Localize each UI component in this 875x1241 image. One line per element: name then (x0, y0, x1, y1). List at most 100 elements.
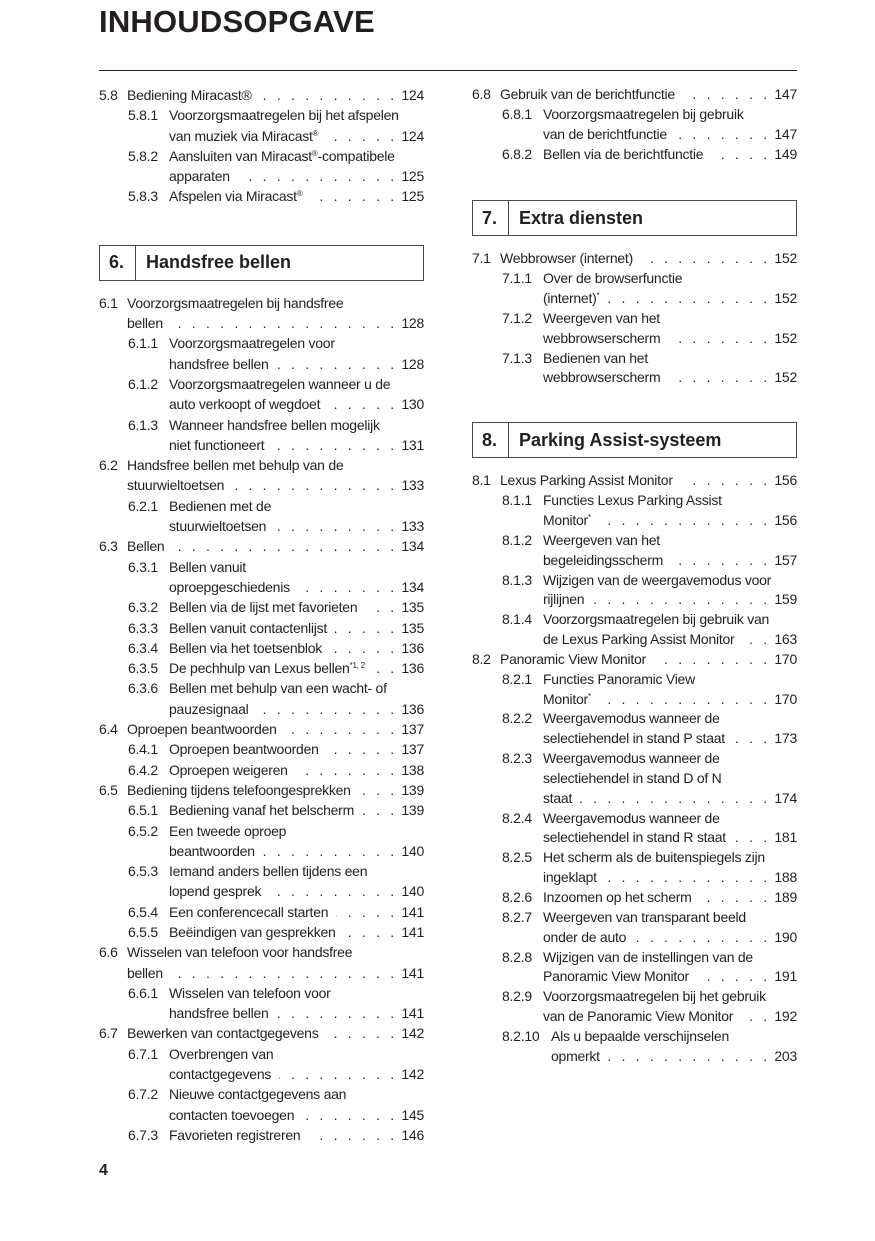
toc-entry[interactable]: 7.1.1 Over de browserfunctie (internet)* 15… (472, 269, 797, 309)
page-reference[interactable]: 188 (774, 869, 797, 886)
page-reference[interactable]: 156 (774, 472, 797, 489)
toc-entry[interactable]: 5.8.2 Aansluiten van Miracast®-compatibel… (99, 146, 424, 187)
toc-entry[interactable]: 6.4.2 Oproepen weigeren 138 (99, 760, 424, 780)
toc-entry[interactable]: 6.3.4 Bellen via het toetsenblok 136 (99, 638, 424, 658)
toc-entry[interactable]: 5.8.1 Voorzorgsmaatregelen bij het afspel… (99, 105, 424, 146)
toc-entry[interactable]: 6.6.1 Wisselen van telefoon voor handsfree… (99, 983, 424, 1024)
toc-entry[interactable]: 8.1.1 Functies Lexus Parking Assist Monito… (472, 491, 797, 531)
page-reference[interactable]: 136 (401, 700, 424, 717)
page-reference[interactable]: 134 (401, 538, 424, 555)
toc-entry[interactable]: 6.5.2 Een tweede oproep beantwoorden 140 (99, 821, 424, 862)
toc-entry[interactable]: 6.4 Oproepen beantwoorden 137 (99, 719, 424, 739)
toc-entry[interactable]: 6.3 Bellen 134 (99, 536, 424, 556)
toc-entry[interactable]: 8.2.4 Weergavemodus wanneer de selectiehen… (472, 809, 797, 849)
page-reference[interactable]: 135 (401, 619, 424, 636)
toc-entry[interactable]: 7.1 Webbrowser (internet) 152 (472, 249, 797, 269)
page-reference[interactable]: 203 (774, 1047, 797, 1064)
toc-entry[interactable]: 6.2 Handsfree bellen met behulp van de stu… (99, 455, 424, 496)
page-reference[interactable]: 145 (401, 1106, 424, 1123)
page-reference[interactable]: 133 (401, 477, 424, 494)
toc-entry[interactable]: 8.2.10 Als u bepaalde verschijnselen opmer… (472, 1027, 797, 1067)
page-reference[interactable]: 191 (774, 968, 797, 985)
page-reference[interactable]: 142 (401, 1066, 424, 1083)
toc-entry[interactable]: 6.3.5 De pechhulp van Lexus bellen*1, 2 13… (99, 658, 424, 678)
page-reference[interactable]: 136 (401, 660, 424, 677)
page-reference[interactable]: 174 (774, 789, 797, 806)
toc-entry[interactable]: 6.3.3 Bellen vanuit contactenlijst 135 (99, 618, 424, 638)
toc-entry[interactable]: 6.1.3 Wanneer handsfree bellen mogelijk ni… (99, 415, 424, 456)
toc-entry[interactable]: 7.1.3 Bedienen van het webbrowserscherm 152 (472, 349, 797, 389)
page-reference[interactable]: 189 (774, 889, 797, 905)
toc-entry[interactable]: 6.5.1 Bediening vanaf het belscherm 139 (99, 800, 424, 820)
page-reference[interactable]: 133 (401, 518, 424, 535)
toc-entry[interactable]: 8.2.1 Functies Panoramic View Monitor* 170 (472, 670, 797, 710)
toc-entry[interactable]: 6.7.3 Favorieten registreren 146 (99, 1125, 424, 1145)
toc-entry[interactable]: 6.8.2 Bellen via de berichtfunctie 149 (472, 145, 797, 165)
page-reference[interactable]: 149 (774, 145, 797, 162)
page-reference[interactable]: 135 (401, 599, 424, 616)
toc-entry[interactable]: 8.2.5 Het scherm als de buitenspiegels zi… (472, 848, 797, 888)
toc-entry[interactable]: 6.3.2 Bellen via de lijst met favorieten 1… (99, 597, 424, 617)
toc-entry[interactable]: 5.8 Bediening Miracast® 124 (99, 85, 424, 105)
page-reference[interactable]: 152 (774, 369, 797, 386)
toc-entry[interactable]: 8.1.4 Voorzorgsmaatregelen bij gebruik va… (472, 610, 797, 650)
toc-entry[interactable]: 6.7.2 Nieuwe contactgegevens aan contacten… (99, 1084, 424, 1125)
toc-entry[interactable]: 6.5.3 Iemand anders bellen tijdens een lop… (99, 861, 424, 902)
toc-entry[interactable]: 6.5.5 Beëindigen van gesprekken 141 (99, 922, 424, 942)
toc-entry[interactable]: 6.8 Gebruik van de berichtfunctie 147 (472, 85, 797, 105)
toc-entry[interactable]: 5.8.3 Afspelen via Miracast® 125 (99, 186, 424, 206)
page-reference[interactable]: 156 (774, 511, 797, 528)
page-reference[interactable]: 147 (774, 86, 797, 102)
page-reference[interactable]: 138 (401, 761, 424, 778)
page-reference[interactable]: 130 (401, 396, 424, 413)
page-reference[interactable]: 142 (401, 1025, 424, 1042)
page-reference[interactable]: 139 (401, 802, 424, 819)
toc-entry[interactable]: 8.2 Panoramic View Monitor 170 (472, 650, 797, 670)
page-reference[interactable]: 159 (774, 591, 797, 608)
page-reference[interactable]: 170 (774, 690, 797, 707)
page-reference[interactable]: 190 (774, 928, 797, 945)
page-reference[interactable]: 140 (401, 883, 424, 900)
toc-entry[interactable]: 6.8.1 Voorzorgsmaatregelen bij gebruik van… (472, 105, 797, 145)
toc-entry[interactable]: 6.7.1 Overbrengen van contactgegevens 142 (99, 1044, 424, 1085)
page-reference[interactable]: 139 (401, 781, 424, 798)
toc-entry[interactable]: 6.4.1 Oproepen beantwoorden 137 (99, 739, 424, 759)
page-reference[interactable]: 124 (401, 127, 424, 144)
toc-entry[interactable]: 6.2.1 Bedienen met de stuurwieltoetsen 133 (99, 496, 424, 537)
page-reference[interactable]: 141 (401, 964, 424, 981)
toc-entry[interactable]: 8.2.7 Weergeven van transparant beeld onde… (472, 908, 797, 948)
toc-entry[interactable]: 8.1.3 Wijzigen van de weergavemodus voor r… (472, 571, 797, 611)
toc-entry[interactable]: 6.3.6 Bellen met behulp van een wacht- of… (99, 678, 424, 719)
page-reference[interactable]: 192 (774, 1008, 797, 1025)
page-reference[interactable]: 124 (401, 87, 424, 103)
page-reference[interactable]: 140 (401, 842, 424, 859)
toc-entry[interactable]: 6.6 Wisselen van telefoon voor handsfree b… (99, 942, 424, 983)
toc-entry[interactable]: 8.2.2 Weergavemodus wanneer de selectiehen… (472, 709, 797, 749)
page-reference[interactable]: 134 (401, 578, 424, 595)
page-reference[interactable]: 128 (401, 355, 424, 372)
page-reference[interactable]: 137 (401, 741, 424, 758)
page-reference[interactable]: 152 (774, 250, 797, 267)
toc-entry[interactable]: 8.1.2 Weergeven van het begeleidingsscherm… (472, 531, 797, 571)
page-reference[interactable]: 146 (401, 1126, 424, 1143)
toc-entry[interactable]: 8.1 Lexus Parking Assist Monitor 156 (472, 471, 797, 491)
toc-entry[interactable]: 6.5.4 Een conferencecall starten 141 (99, 902, 424, 922)
toc-entry[interactable]: 8.2.9 Voorzorgsmaatregelen bij het gebrui… (472, 987, 797, 1027)
toc-entry[interactable]: 8.2.6 Inzoomen op het scherm 189 (472, 888, 797, 908)
toc-entry[interactable]: 8.2.3 Weergavemodus wanneer de selectiehen… (472, 749, 797, 809)
page-reference[interactable]: 147 (774, 125, 797, 142)
toc-entry[interactable]: 6.1.1 Voorzorgsmaatregelen voor handsfree … (99, 333, 424, 374)
page-reference[interactable]: 136 (401, 639, 424, 656)
page-reference[interactable]: 152 (774, 329, 797, 346)
page-reference[interactable]: 125 (401, 168, 424, 185)
page-reference[interactable]: 163 (774, 631, 797, 648)
page-reference[interactable]: 137 (401, 721, 424, 738)
page-reference[interactable]: 141 (401, 1005, 424, 1022)
page-reference[interactable]: 125 (401, 188, 424, 205)
toc-entry[interactable]: 6.1.2 Voorzorgsmaatregelen wanneer u de au… (99, 374, 424, 415)
toc-entry[interactable]: 6.3.1 Bellen vanuit oproepgeschiedenis 134 (99, 557, 424, 598)
page-reference[interactable]: 131 (401, 436, 424, 453)
toc-entry[interactable]: 7.1.2 Weergeven van het webbrowserscherm 15… (472, 309, 797, 349)
toc-entry[interactable]: 6.7 Bewerken van contactgegevens 142 (99, 1023, 424, 1043)
page-reference[interactable]: 170 (774, 650, 797, 667)
